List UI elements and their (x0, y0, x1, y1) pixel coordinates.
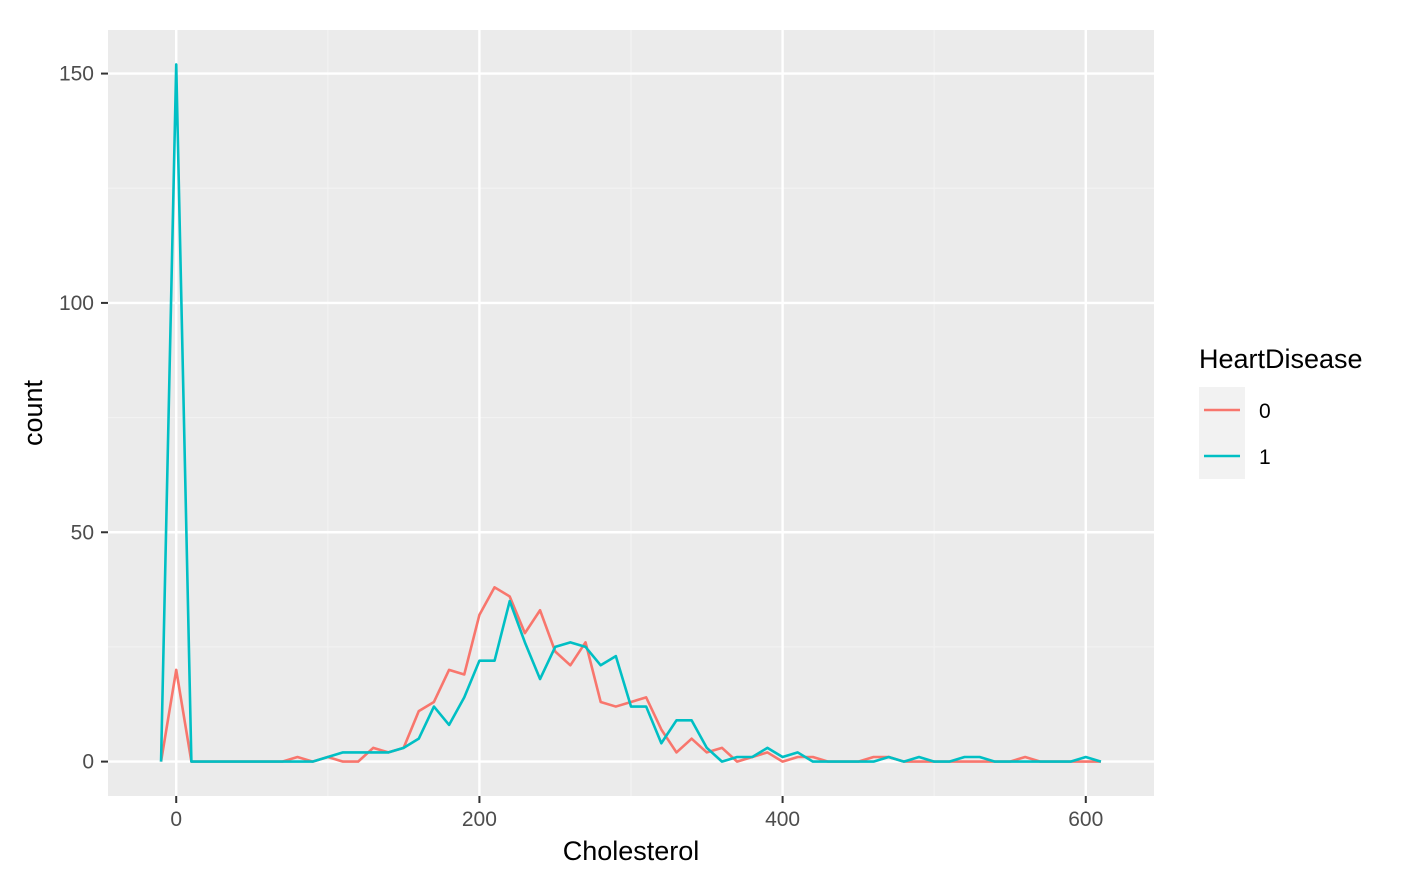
x-axis-ticks: 0 200 400 600 (170, 796, 1103, 831)
x-tick-label: 600 (1068, 808, 1103, 831)
y-tick-label: 50 (71, 521, 94, 544)
series-layer (159, 63, 1102, 763)
legend-label-1: 1 (1259, 446, 1271, 469)
x-tick-label: 200 (462, 808, 497, 831)
y-axis-title: count (18, 379, 48, 446)
legend-title: HeartDisease (1199, 344, 1363, 374)
x-tick-label: 0 (170, 808, 182, 831)
y-tick-label: 150 (59, 63, 94, 86)
series-line-1 (159, 63, 1102, 763)
x-tick-label: 400 (765, 808, 800, 831)
y-axis-ticks: 0 50 100 150 (59, 63, 108, 774)
y-tick-label: 0 (82, 751, 94, 774)
legend: HeartDisease 01 (1199, 344, 1363, 479)
y-tick-label: 100 (59, 292, 94, 315)
legend-label-0: 0 (1259, 400, 1271, 423)
legend-keys: 01 (1199, 387, 1271, 479)
grid-minor (108, 30, 1154, 796)
x-axis-title: Cholesterol (563, 836, 700, 866)
